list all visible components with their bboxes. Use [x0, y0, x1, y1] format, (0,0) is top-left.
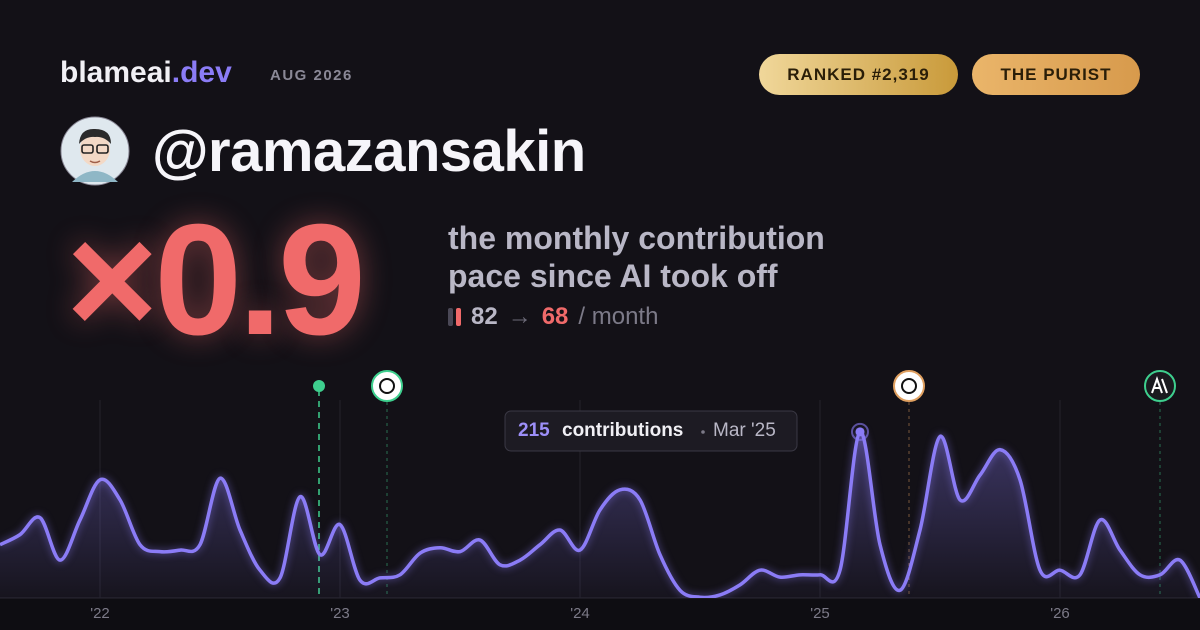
avatar: [60, 116, 130, 186]
x-tick-label: '23: [330, 605, 350, 622]
x-tick-label: '26: [1050, 605, 1070, 622]
rank-badge: RANKED #2,319: [759, 54, 958, 95]
stats-icon: [448, 308, 461, 326]
event-icon: [371, 370, 403, 402]
headline-multiplier: ×0.9: [66, 192, 366, 368]
x-tick-label: '22: [90, 605, 110, 622]
tooltip-value: 215: [518, 420, 550, 441]
brand-suffix: .dev: [171, 56, 232, 89]
tooltip-unit: contributions: [562, 420, 683, 441]
tooltip-box: [504, 410, 798, 452]
brand: blameai.dev: [60, 56, 232, 90]
event-dot: [313, 380, 325, 392]
x-tick-label: '25: [810, 605, 830, 622]
stat-after: 68: [541, 303, 569, 330]
x-tick-label: '24: [570, 605, 590, 622]
highlight-ring: [851, 422, 869, 441]
stat-unit: / month: [578, 303, 659, 330]
brand-name: blameai: [60, 56, 172, 89]
event-icon-glyph: [1151, 376, 1168, 394]
tooltip: 215 contributions Mar '25: [504, 410, 798, 452]
caption: the monthly contribution: [448, 220, 825, 256]
line: [0, 430, 1200, 598]
username: @ramazansakin: [152, 119, 586, 184]
event-icon-glyph: [901, 378, 917, 394]
period: AUG 2026: [270, 67, 353, 84]
event-icon-glyph: [379, 378, 395, 394]
caption: pace since AI took off: [448, 258, 778, 294]
axis-strip: [0, 598, 1200, 630]
stat-before: 82: [471, 303, 498, 330]
event-icon: [893, 370, 925, 402]
title-badge: THE PURIST: [972, 54, 1140, 95]
event-markers: [313, 370, 1176, 598]
stat-arrow: →: [507, 303, 532, 330]
stats: 82 → 68 / month: [448, 303, 658, 331]
area: [0, 431, 1200, 598]
tooltip-date: Mar '25: [713, 420, 776, 441]
highlight-point: [855, 427, 865, 437]
tooltip-separator: [701, 430, 705, 434]
